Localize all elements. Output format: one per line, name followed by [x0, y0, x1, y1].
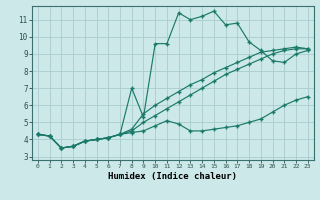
X-axis label: Humidex (Indice chaleur): Humidex (Indice chaleur) — [108, 172, 237, 181]
